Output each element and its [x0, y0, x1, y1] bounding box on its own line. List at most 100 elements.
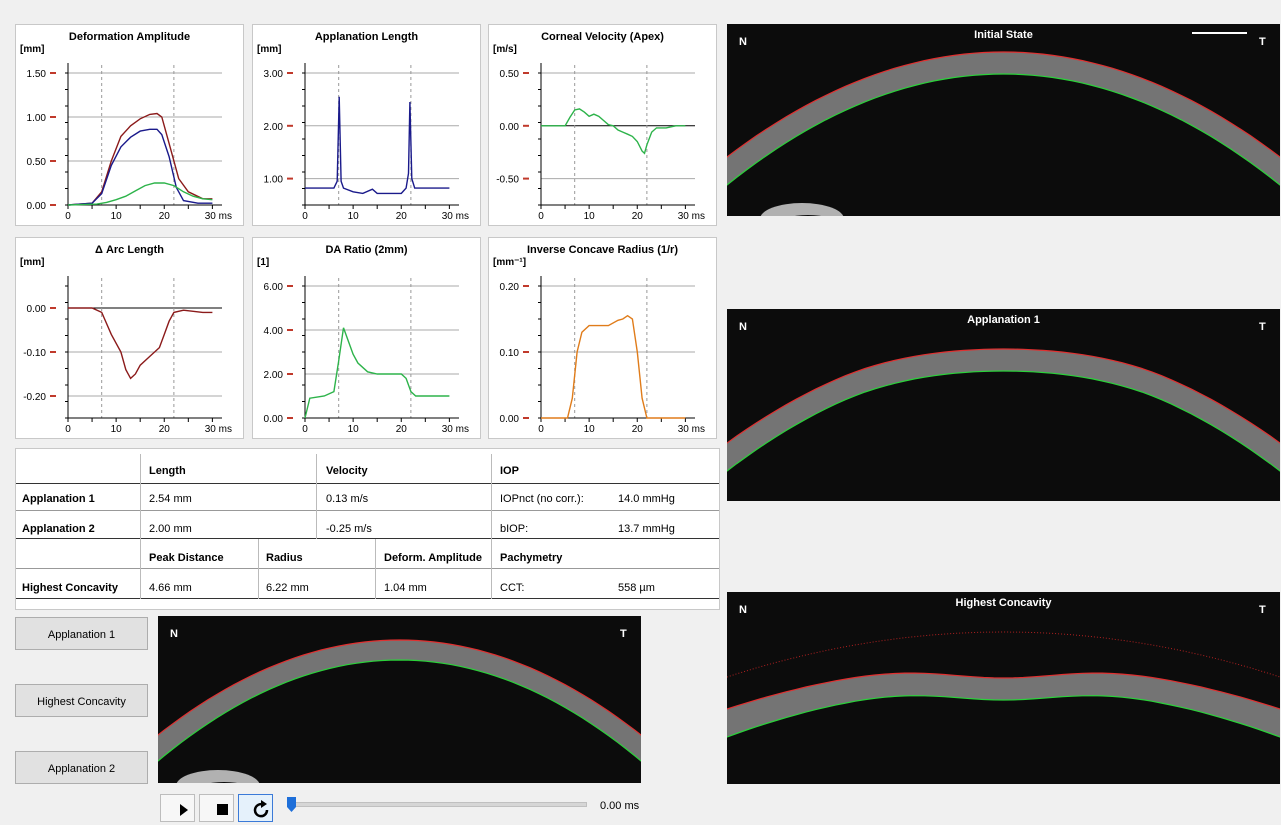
x-tick-label: 10 [111, 211, 123, 222]
applanation-2-button[interactable]: Applanation 2 [15, 751, 148, 784]
stop-button[interactable] [199, 794, 234, 822]
row-label-applanation-2: Applanation 2 [22, 523, 95, 535]
oct-title: Initial State [974, 29, 1033, 41]
temporal-label: T [1259, 36, 1266, 48]
series-line-0 [541, 108, 686, 155]
x-tick-label: 30 ms [205, 424, 232, 435]
x-tick-label: 20 [632, 211, 644, 222]
series-line-0 [305, 96, 450, 195]
highest-concavity-button[interactable]: Highest Concavity [15, 684, 148, 717]
timeline-slider[interactable] [287, 797, 587, 813]
posterior-edge [158, 659, 641, 762]
y-tick-label: 0.20 [500, 282, 520, 293]
slider-thumb[interactable] [287, 797, 296, 812]
deform-amplitude-value: 1.04 mm [384, 582, 427, 594]
header-length: Length [149, 465, 186, 477]
header-velocity: Velocity [326, 465, 368, 477]
row-label-applanation-1: Applanation 1 [22, 493, 95, 505]
y-tick-label: 4.00 [264, 326, 284, 337]
chart-unit: [mm] [257, 44, 282, 55]
divider [16, 568, 719, 569]
y-tick-label: 0.00 [27, 201, 47, 212]
chart-deformation-amplitude: Deformation Amplitude [mm] 1.50 1.00 0.50 0… [15, 24, 244, 226]
x-tick-label: 10 [584, 211, 596, 222]
y-tick-label: 1.50 [27, 69, 47, 80]
divider [16, 598, 719, 599]
posterior-edge [727, 695, 1280, 738]
reflection-shadow [794, 215, 822, 216]
row-label-highest-concavity: Highest Concavity [22, 582, 118, 594]
y-tick-label: 6.00 [264, 282, 284, 293]
chart-unit: [mm⁻¹] [493, 257, 527, 268]
y-tick-label: 1.00 [264, 175, 284, 186]
anterior-edge [727, 348, 1280, 444]
anterior-edge [727, 672, 1280, 710]
loop-icon [253, 800, 269, 818]
slider-track [287, 802, 587, 807]
cct-label: CCT: [500, 582, 525, 594]
x-tick-label: 10 [111, 424, 123, 435]
x-tick-label: 20 [159, 424, 171, 435]
x-tick-label: 0 [65, 424, 71, 435]
anterior-edge [158, 639, 641, 736]
y-tick-label: 0.50 [500, 69, 520, 80]
x-tick-label: 30 ms [678, 211, 705, 222]
nasal-label: N [739, 604, 747, 616]
temporal-label: T [620, 628, 627, 640]
y-tick-label: 1.00 [27, 113, 47, 124]
chart-delta-arc-length: Δ Arc Length [mm] 0.00 -0.10 -0.20 0 10 20 30 … [15, 237, 244, 439]
chart-svg: 0.00 -0.10 -0.20 0 10 20 30 ms [23, 276, 232, 435]
series-line-0 [68, 307, 213, 380]
x-tick-label: 30 ms [205, 211, 232, 222]
play-button[interactable] [160, 794, 195, 822]
loop-button[interactable] [238, 794, 273, 822]
series-line-1 [67, 128, 213, 206]
chart-svg: 6.00 4.00 2.00 0.00 0 10 20 30 ms [264, 276, 469, 435]
x-tick-label: 0 [538, 211, 544, 222]
x-tick-label: 10 [584, 424, 596, 435]
y-tick-label: 3.00 [264, 69, 284, 80]
iop-nct-value: 14.0 mmHg [618, 493, 675, 505]
stop-icon [217, 804, 228, 815]
x-tick-label: 0 [538, 424, 544, 435]
header-peak-distance: Peak Distance [149, 552, 224, 564]
chart-title: DA Ratio (2mm) [325, 244, 408, 256]
chart-title: Δ Arc Length [94, 244, 165, 256]
chart-da-ratio: DA Ratio (2mm) [1] 6.00 4.00 2.00 0.00 0 10 20… [252, 237, 481, 439]
reflection-artifact [176, 770, 260, 783]
chart-unit: [mm] [20, 257, 45, 268]
y-tick-label: 2.00 [264, 370, 284, 381]
header-deform-amplitude: Deform. Amplitude [384, 552, 482, 564]
header-pachymetry: Pachymetry [500, 552, 563, 564]
applanation-2-velocity: -0.25 m/s [326, 523, 372, 535]
oct-title: Applanation 1 [967, 314, 1040, 326]
y-tick-label: 0.00 [27, 304, 47, 315]
reflection-artifact [760, 203, 844, 216]
y-tick-label: -0.20 [23, 392, 46, 403]
reflection-shadow [210, 782, 238, 783]
divider [491, 454, 492, 599]
y-tick-label: 2.00 [264, 122, 284, 133]
x-tick-label: 0 [302, 211, 308, 222]
posterior-edge [727, 73, 1280, 186]
y-tick-label: 0.00 [500, 414, 520, 425]
scheimpflug-image-initial-state: Initial State N T [727, 24, 1280, 216]
applanation-1-button[interactable]: Applanation 1 [15, 617, 148, 650]
chart-svg: 0.20 0.10 0.00 0 10 20 30 ms [500, 276, 705, 435]
cornea-band [727, 52, 1280, 186]
chart-title: Applanation Length [314, 31, 419, 43]
y-tick-label: 0.00 [500, 122, 520, 133]
applanation-1-length: 2.54 mm [149, 493, 192, 505]
biop-value: 13.7 mmHg [618, 523, 675, 535]
play-icon [180, 804, 188, 816]
cornea-band [158, 640, 641, 762]
chart-svg: 1.50 1.00 0.50 0.00 0 10 20 30 ms [27, 63, 232, 222]
y-tick-label: 0.50 [27, 157, 47, 168]
chart-title: Deformation Amplitude [68, 31, 191, 43]
applanation-2-length: 2.00 mm [149, 523, 192, 535]
divider [16, 483, 719, 484]
temporal-label: T [1259, 321, 1266, 333]
chart-title: Corneal Velocity (Apex) [541, 31, 664, 43]
x-tick-label: 10 [348, 211, 360, 222]
scheimpflug-image-main: N T [158, 616, 641, 783]
